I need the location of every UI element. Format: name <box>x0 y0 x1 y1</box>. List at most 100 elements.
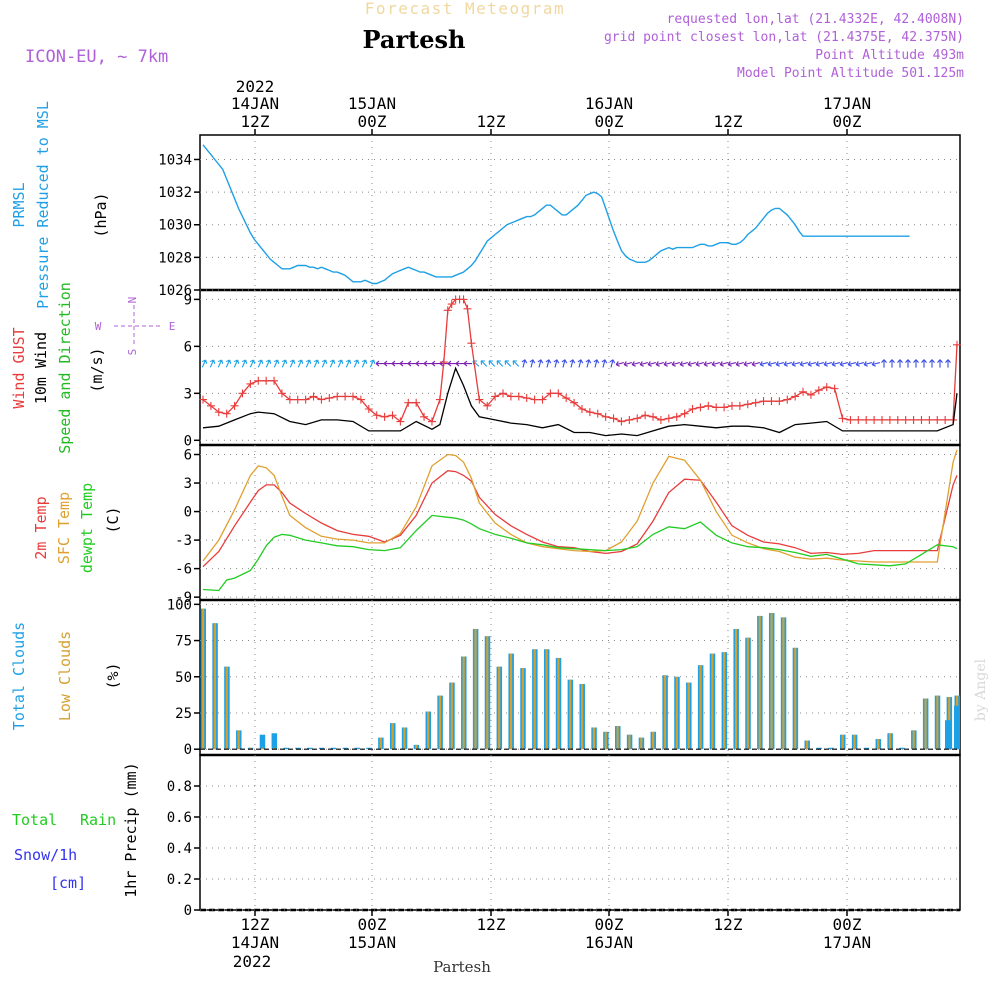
top-hour-label-1: 00Z <box>358 112 387 131</box>
wind-gust-marker <box>870 415 879 424</box>
wind-gust-marker <box>570 398 579 407</box>
low-cloud-bar <box>569 679 572 750</box>
wind-direction-arrow <box>609 359 616 368</box>
total-cloud-bar <box>828 747 834 750</box>
wind-arrow-shape <box>241 359 248 368</box>
wind-direction-arrow <box>313 359 320 368</box>
wind-arrow-shape <box>783 361 793 367</box>
label-snow-unit: [cm] <box>50 874 86 892</box>
wind-arrow-shape <box>945 359 951 368</box>
wind-gust-marker <box>270 376 279 385</box>
location-title: Partesh <box>363 25 466 54</box>
label-prmsl: PRMSL <box>10 182 28 227</box>
wind-arrow-shape <box>561 359 568 368</box>
wind-arrow-shape <box>415 360 424 367</box>
low-cloud-bar <box>237 730 240 750</box>
y-axis-ticks: 102610281030103210340369-9-6-30360255075… <box>158 152 200 919</box>
wind-arrow-shape <box>496 360 504 367</box>
wind-direction-arrow <box>521 359 528 368</box>
wind-arrow-shape <box>695 361 705 367</box>
panel-frame-temp <box>199 444 961 601</box>
wind-gust-marker <box>230 401 239 410</box>
wind-gust-marker <box>475 395 484 404</box>
wind-arrow-shape <box>929 359 935 368</box>
cloud-bars <box>200 608 960 750</box>
ytick-label-wind-1: 3 <box>184 386 192 402</box>
wind-gust-marker <box>720 403 729 412</box>
label-wind-gust: Wind GUST <box>10 327 28 408</box>
low-cloud-bar <box>557 657 560 750</box>
wind-gust-marker <box>704 401 713 410</box>
wind-direction-arrow <box>361 359 368 368</box>
wind-direction-arrow <box>383 360 392 367</box>
wind-gust-marker <box>822 383 831 392</box>
wind-arrow-shape <box>671 361 681 367</box>
wind-arrow-shape <box>881 359 887 368</box>
wind-gust-marker <box>680 409 689 418</box>
wind-direction-arrow <box>217 359 224 368</box>
wind-direction-arrow <box>391 360 400 367</box>
wind-gust-marker <box>309 392 318 401</box>
low-cloud-bar <box>616 726 619 750</box>
low-cloud-bar <box>734 628 738 750</box>
wind-direction-arrow <box>337 359 344 368</box>
wind-gust-marker <box>522 394 531 403</box>
wind-gust-marker <box>301 395 310 404</box>
low-cloud-bar <box>628 734 631 750</box>
wind-direction-arrow <box>496 360 504 367</box>
wind-direction-arrow <box>823 361 833 367</box>
wind-direction-arrow <box>799 361 809 367</box>
low-cloud-bar <box>936 695 939 750</box>
wind-gust-marker <box>917 415 926 424</box>
wind-gust-marker <box>909 415 918 424</box>
wind-arrow-shape <box>480 360 488 367</box>
ytick-label-precip-0: 0 <box>184 903 192 919</box>
label-clouds-unit: (%) <box>104 662 122 689</box>
wind-direction-arrow <box>321 359 328 368</box>
ytick-label-wind-3: 9 <box>184 292 192 308</box>
wind-series <box>199 295 961 437</box>
bottom-day-label-0: 14JAN <box>231 933 279 952</box>
wind-arrow-shape <box>569 359 576 368</box>
wind-gust-marker <box>727 401 736 410</box>
wind-gust-marker <box>814 386 823 395</box>
wind-arrow-shape <box>225 359 232 368</box>
wind-gust-marker <box>349 392 358 401</box>
wind-gust-marker <box>427 417 436 426</box>
wind-gust-marker <box>712 403 721 412</box>
low-cloud-bar <box>486 636 489 750</box>
ytick-label-clouds-0: 0 <box>184 742 192 758</box>
wind-gust-marker <box>941 415 950 424</box>
wind-direction-arrow <box>695 361 705 367</box>
wind-gust-marker <box>388 411 397 420</box>
panel-grids <box>200 135 960 911</box>
low-cloud-bar <box>580 684 584 750</box>
total-cloud-bar <box>354 747 360 750</box>
wind-direction-arrow <box>289 359 296 368</box>
wind-direction-arrow <box>545 359 552 368</box>
wind-arrow-shape <box>313 359 320 368</box>
watermark: by Angel <box>973 658 989 721</box>
wind-arrow-shape <box>504 360 512 367</box>
wind-gust-marker <box>751 398 760 407</box>
wind-arrow-shape <box>815 361 825 367</box>
low-cloud-bar <box>249 747 252 750</box>
compass-s-label: S <box>126 349 139 356</box>
temperature-series <box>202 449 958 592</box>
wind-direction-arrow <box>639 361 649 367</box>
compass-n-label: N <box>126 297 139 304</box>
wind-gust-marker <box>791 392 800 401</box>
wind-gust-marker <box>759 397 768 406</box>
ytick-label-pressure-4: 1034 <box>158 152 192 168</box>
wind-gust-marker <box>799 387 808 396</box>
low-cloud-bar <box>675 676 678 750</box>
low-cloud-bar <box>545 649 548 750</box>
wind-gust-marker <box>577 404 586 413</box>
wind-arrow-shape <box>423 360 432 367</box>
wind-arrow-shape <box>831 361 841 367</box>
total-cloud-bar <box>945 720 951 750</box>
low-cloud-bar <box>604 731 607 750</box>
model-point-altitude: Model Point Altitude 501.125m <box>737 66 964 81</box>
wind-arrow-shape <box>463 360 472 367</box>
